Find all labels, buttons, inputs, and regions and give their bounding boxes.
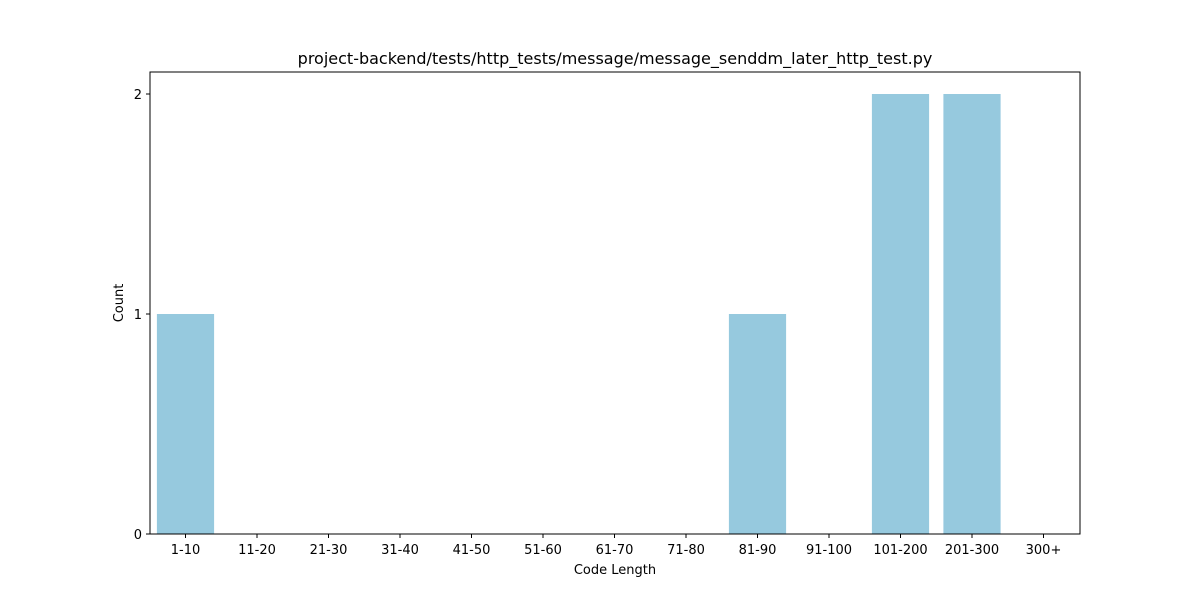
- plot-frame: [149, 71, 1081, 535]
- y-tick-label: 0: [134, 528, 142, 543]
- x-tick-label: 51-60: [524, 543, 562, 558]
- x-tick-label: 201-300: [945, 543, 999, 558]
- bars-layer: [156, 94, 1001, 534]
- x-tick-label: 101-200: [873, 543, 927, 558]
- y-axis-label: Count: [112, 284, 127, 323]
- x-tick-label: 71-80: [667, 543, 705, 558]
- x-tick-label: 300+: [1026, 543, 1062, 558]
- y-tick-label: 2: [134, 88, 142, 103]
- y-axis: 0 1 2: [134, 88, 150, 543]
- chart-title: project-backend/tests/http_tests/message…: [298, 49, 933, 69]
- x-tick-label: 91-100: [806, 543, 852, 558]
- x-tick-label: 11-20: [238, 543, 276, 558]
- x-tick-label: 31-40: [381, 543, 419, 558]
- x-tick-label: 21-30: [310, 543, 348, 558]
- x-axis: 1-10 11-20 21-30 31-40 41-50 51-60 61-70 71-80 8…: [171, 534, 1062, 558]
- x-tick-label: 1-10: [171, 543, 201, 558]
- bar-81-90: [728, 314, 787, 534]
- x-tick-label: 41-50: [453, 543, 491, 558]
- x-axis-label: Code Length: [574, 563, 656, 578]
- bar-101-200: [871, 94, 930, 534]
- bar-201-300: [943, 94, 1001, 534]
- bar-1-10: [156, 314, 215, 534]
- x-tick-label: 81-90: [739, 543, 777, 558]
- y-tick-label: 1: [134, 308, 142, 323]
- x-tick-label: 61-70: [596, 543, 634, 558]
